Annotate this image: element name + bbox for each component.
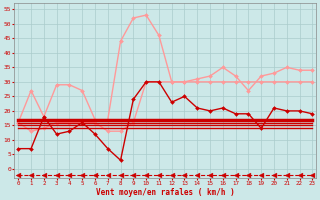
X-axis label: Vent moyen/en rafales ( km/h ): Vent moyen/en rafales ( km/h ) [96,188,235,197]
